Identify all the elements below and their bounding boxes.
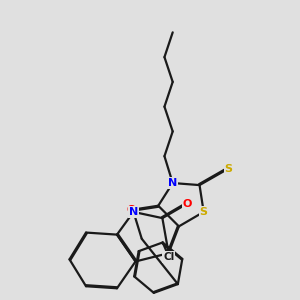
Text: N: N xyxy=(168,178,177,188)
Text: Cl: Cl xyxy=(163,252,175,262)
Text: O: O xyxy=(127,205,136,215)
Text: O: O xyxy=(182,199,192,209)
Text: N: N xyxy=(129,207,138,217)
Text: S: S xyxy=(224,164,232,174)
Text: S: S xyxy=(200,207,208,217)
